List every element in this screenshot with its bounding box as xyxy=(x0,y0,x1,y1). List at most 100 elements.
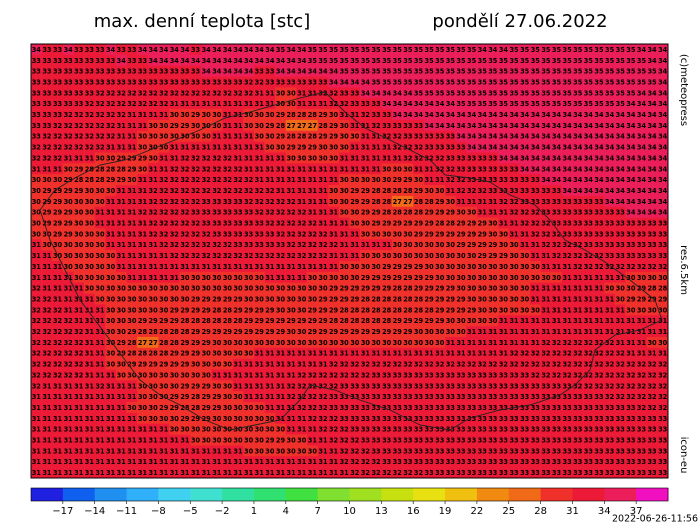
cell xyxy=(434,119,446,132)
cell-value: 35 xyxy=(435,46,445,54)
cell xyxy=(338,54,350,66)
cell-value: 32 xyxy=(637,371,647,379)
cell-value: 33 xyxy=(626,426,636,434)
cell-value: 33 xyxy=(488,458,498,466)
cell xyxy=(222,391,234,403)
cell xyxy=(625,87,637,99)
cell-value: 33 xyxy=(531,437,541,445)
cell xyxy=(487,54,499,66)
cell-value: 31 xyxy=(117,187,127,195)
cell xyxy=(572,423,584,435)
cell-value: 30 xyxy=(265,285,275,293)
cell-value: 31 xyxy=(297,263,307,271)
cell-value: 31 xyxy=(435,350,445,358)
cell-value: 29 xyxy=(308,144,318,152)
cell xyxy=(561,315,573,327)
cell-value: 33 xyxy=(446,415,456,423)
cell-value: 33 xyxy=(552,187,562,195)
cell-value: 29 xyxy=(467,230,477,238)
cell-value: 29 xyxy=(435,198,445,206)
cell-value: 27 xyxy=(297,122,307,130)
cell-value: 31 xyxy=(520,339,530,347)
cell-value: 31 xyxy=(106,144,116,152)
cell-value: 33 xyxy=(573,209,583,217)
cell xyxy=(476,98,488,110)
cell-value: 30 xyxy=(467,209,477,217)
cell-value: 28 xyxy=(350,306,360,314)
cell-value: 34 xyxy=(637,46,647,54)
cell-value: 33 xyxy=(382,393,392,401)
cell-value: 33 xyxy=(202,198,212,206)
cell xyxy=(285,304,297,316)
cell xyxy=(508,119,520,132)
cell xyxy=(222,217,234,229)
cell-value: 32 xyxy=(297,252,307,260)
cell xyxy=(317,163,329,175)
cell-value: 28 xyxy=(382,198,392,206)
cell xyxy=(200,206,212,218)
cell-value: 30 xyxy=(212,437,222,445)
cell xyxy=(296,282,308,294)
cell-value: 34 xyxy=(361,78,371,86)
cell xyxy=(466,54,478,66)
cell xyxy=(551,412,563,425)
cell xyxy=(360,412,372,425)
cell xyxy=(285,119,297,132)
cell-value: 30 xyxy=(202,361,212,369)
cell-value: 33 xyxy=(637,469,647,477)
cell-value: 33 xyxy=(520,469,530,477)
cell xyxy=(211,261,223,273)
cell-value: 30 xyxy=(212,350,222,358)
cell-value: 32 xyxy=(95,100,105,108)
cell-value: 31 xyxy=(361,241,371,249)
cell-value: 33 xyxy=(223,209,233,217)
cell xyxy=(264,347,276,359)
cell xyxy=(169,206,180,218)
cell xyxy=(169,141,180,153)
cell-value: 31 xyxy=(127,382,137,390)
cell xyxy=(625,217,637,229)
cell xyxy=(636,336,648,349)
cell-value: 28 xyxy=(85,176,95,184)
cell-value: 31 xyxy=(308,100,318,108)
cell xyxy=(285,369,297,381)
cell xyxy=(137,87,149,99)
cell-value: 31 xyxy=(403,350,413,358)
cell-value: 35 xyxy=(520,100,530,108)
cell xyxy=(657,141,669,153)
colorbar-tick-label: 16 xyxy=(407,506,420,517)
cell xyxy=(264,228,276,240)
cell-value: 33 xyxy=(573,447,583,455)
cell-value: 29 xyxy=(276,317,286,325)
cell xyxy=(105,185,117,197)
cell-value: 31 xyxy=(85,415,95,423)
cell xyxy=(423,293,435,305)
cell-value: 28 xyxy=(393,209,403,217)
cell xyxy=(434,130,446,142)
cell-value: 32 xyxy=(233,252,243,260)
cell-value: 32 xyxy=(85,100,95,108)
cell xyxy=(200,271,212,283)
cell-value: 30 xyxy=(212,111,222,119)
cell xyxy=(561,304,573,316)
cell-value: 34 xyxy=(594,122,604,130)
cell-value: 31 xyxy=(255,393,265,401)
cell xyxy=(434,163,446,175)
cell-value: 33 xyxy=(616,447,626,455)
cell-value: 32 xyxy=(520,220,530,228)
cell-value: 28 xyxy=(117,165,127,173)
cell xyxy=(275,261,287,273)
cell-value: 30 xyxy=(265,339,275,347)
cell-value: 30 xyxy=(202,285,212,293)
cell xyxy=(169,402,180,414)
cell xyxy=(52,119,64,132)
cell xyxy=(413,195,425,208)
cell xyxy=(636,119,648,132)
cell xyxy=(126,195,138,208)
cell-value: 33 xyxy=(403,437,413,445)
cell xyxy=(147,326,159,338)
cell xyxy=(169,239,180,251)
cell-value: 28 xyxy=(647,285,657,293)
cell-value: 30 xyxy=(637,274,647,282)
cell xyxy=(222,98,234,110)
